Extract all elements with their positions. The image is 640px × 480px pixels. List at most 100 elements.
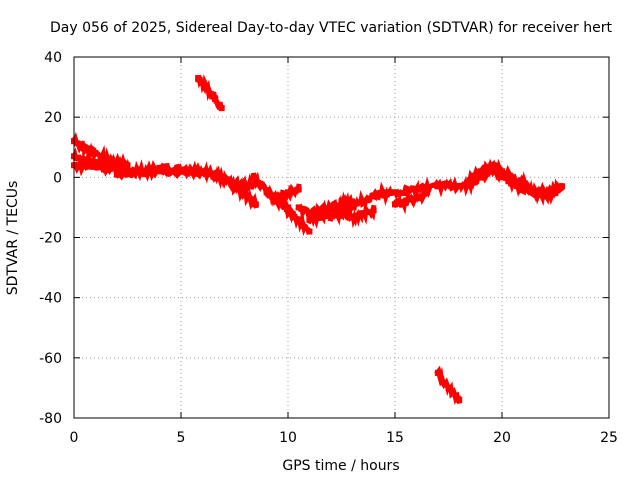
- data-point: [392, 201, 398, 208]
- y-tick-label: -40: [39, 291, 62, 307]
- x-tick-label: 5: [177, 430, 186, 446]
- data-point: [481, 171, 488, 178]
- data-point: [250, 174, 257, 181]
- data-point: [156, 168, 163, 175]
- data-point: [456, 396, 463, 403]
- series-line: [220, 169, 260, 197]
- data-point: [434, 369, 441, 376]
- data-point: [178, 166, 184, 173]
- data-point: [413, 195, 420, 202]
- data-point: [359, 210, 366, 217]
- data-point: [306, 210, 313, 217]
- data-point: [370, 207, 377, 214]
- plot-frame: [73, 56, 610, 419]
- data-point: [445, 384, 452, 391]
- series-satellite-arc-19: [481, 161, 566, 205]
- x-tick-label: 20: [493, 430, 511, 446]
- data-point: [81, 144, 88, 151]
- data-point: [199, 168, 206, 175]
- data-point: [113, 165, 120, 172]
- data-point: [552, 186, 559, 193]
- data-point: [218, 105, 225, 112]
- data-point: [156, 165, 163, 172]
- data-point: [263, 189, 270, 196]
- data-point: [392, 189, 398, 196]
- data-point: [242, 183, 249, 190]
- data-point: [285, 189, 291, 196]
- series-satellite-arc-5: [195, 74, 225, 112]
- chart-title: Day 056 of 2025, Sidereal Day-to-day VTE…: [50, 20, 612, 36]
- x-axis-label: GPS time / hours: [282, 458, 399, 474]
- data-point: [295, 216, 302, 223]
- x-tick-label: 15: [386, 430, 404, 446]
- y-tick-label: 40: [44, 50, 62, 66]
- data-point: [195, 75, 202, 82]
- x-tick-label: 25: [600, 430, 618, 446]
- data-point: [113, 171, 120, 178]
- data-point: [531, 189, 538, 196]
- data-point: [424, 189, 431, 196]
- data-point: [413, 186, 420, 193]
- y-tick-label: 20: [44, 110, 62, 126]
- data-point: [402, 198, 409, 205]
- data-point: [295, 204, 302, 211]
- data-point: [349, 213, 356, 220]
- series-line: [391, 182, 430, 215]
- x-tick-label: 0: [70, 430, 79, 446]
- x-tick-label: 10: [279, 430, 297, 446]
- data-point: [317, 207, 324, 214]
- data-point: [274, 192, 281, 199]
- data-point: [488, 168, 495, 175]
- data-point: [499, 174, 505, 181]
- grid-lines: [74, 57, 609, 418]
- data-point: [381, 192, 388, 199]
- data-point: [338, 210, 345, 217]
- data-point: [466, 180, 473, 187]
- data-point: [317, 213, 324, 220]
- data-point: [509, 180, 516, 187]
- data-point: [285, 207, 291, 214]
- y-tick-label: -20: [39, 231, 62, 247]
- data-point: [252, 201, 259, 208]
- data-point: [295, 186, 302, 193]
- series-satellite-arc-17: [434, 365, 463, 406]
- data-point: [81, 156, 88, 163]
- series-satellite-arc-16: [391, 182, 431, 215]
- series-satellite-arc-13: [327, 202, 377, 229]
- series-satellite-arc-14: [338, 181, 388, 214]
- data-point: [359, 198, 366, 205]
- data-point: [477, 168, 484, 175]
- data-point: [135, 168, 142, 175]
- y-tick-label: -80: [39, 411, 62, 427]
- data-point: [327, 213, 334, 220]
- data-point: [466, 177, 473, 184]
- data-point: [203, 84, 210, 91]
- data-point: [242, 192, 249, 199]
- y-axis-label: SDTVAR / TECUs: [5, 181, 21, 296]
- data-point: [349, 201, 356, 208]
- data-point: [231, 180, 238, 187]
- data-point: [558, 183, 565, 190]
- data-point: [306, 228, 313, 235]
- data-point: [210, 171, 217, 178]
- data-point: [92, 159, 99, 166]
- data-point: [274, 198, 281, 205]
- data-point: [306, 216, 313, 223]
- data-traces: [70, 74, 566, 406]
- series-line: [195, 74, 225, 110]
- data-point: [103, 156, 110, 163]
- series-satellite-arc-9: [263, 184, 313, 237]
- data-point: [92, 150, 99, 157]
- data-point: [103, 162, 110, 169]
- series-satellite-arc-10: [273, 183, 302, 203]
- data-point: [520, 186, 527, 193]
- axis-ticks: 0 5 10 15 20 25 40 20 0 -20 -40 -60 -80: [39, 50, 618, 446]
- data-point: [370, 192, 377, 199]
- y-tick-label: -60: [39, 351, 62, 367]
- data-point: [338, 207, 345, 214]
- y-tick-label: 0: [53, 170, 62, 186]
- data-point: [220, 177, 227, 184]
- data-point: [338, 198, 345, 205]
- data-point: [212, 96, 219, 103]
